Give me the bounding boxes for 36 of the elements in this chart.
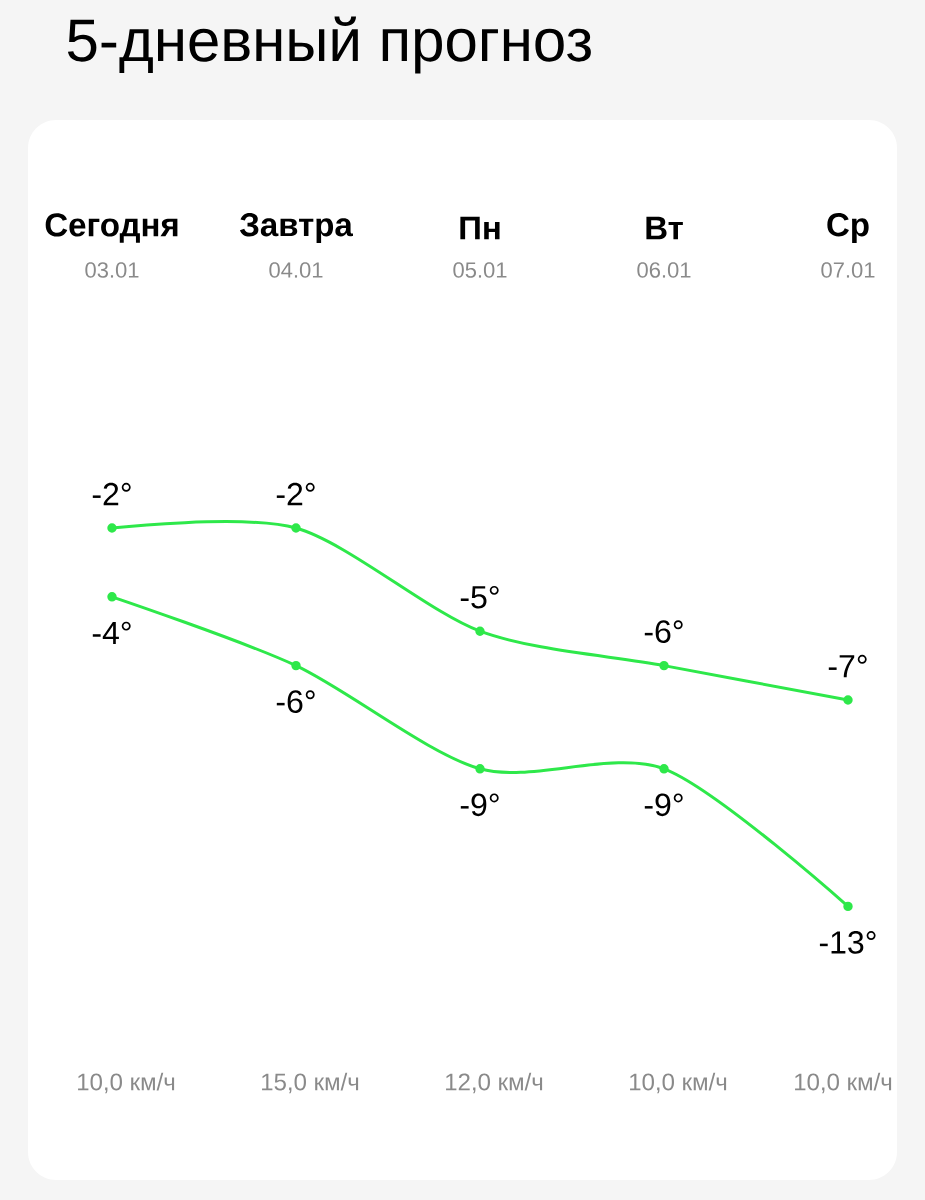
point bbox=[475, 764, 485, 774]
data-label: -9° bbox=[644, 793, 683, 817]
point bbox=[843, 695, 853, 705]
data-label: -2° bbox=[92, 482, 131, 506]
data-label: -7° bbox=[828, 654, 867, 678]
text: 07.01 bbox=[821, 262, 875, 278]
point bbox=[107, 592, 117, 602]
x-tick-label: Пн bbox=[460, 216, 500, 240]
x-tick-label: Ср bbox=[827, 213, 869, 243]
point bbox=[659, 764, 669, 774]
text: 05.01 bbox=[453, 262, 507, 278]
text: 06.01 bbox=[637, 262, 691, 278]
text: 10,0 км/ч bbox=[78, 1072, 175, 1094]
text: 04.01 bbox=[269, 262, 323, 278]
data-label: -2° bbox=[276, 482, 315, 506]
point bbox=[107, 523, 117, 533]
text: 12,0 км/ч bbox=[446, 1072, 543, 1094]
point bbox=[475, 626, 485, 636]
point bbox=[659, 660, 669, 671]
data-label: -9° bbox=[460, 793, 499, 817]
data-label: -6° bbox=[644, 620, 683, 643]
point bbox=[843, 901, 853, 912]
x-tick-label: Сегодня bbox=[45, 213, 178, 243]
x-tick-label: Завтра bbox=[239, 213, 353, 243]
x-tick-label: Вт bbox=[646, 216, 683, 240]
data-label: -13° bbox=[819, 931, 876, 954]
text: 10,0 км/ч bbox=[630, 1072, 727, 1094]
text: 10,0 км/ч bbox=[795, 1072, 892, 1094]
text: 03.01 bbox=[85, 262, 139, 278]
chart-title: 5-дневный прогноз bbox=[67, 16, 591, 74]
text: 15,0 км/ч bbox=[262, 1072, 359, 1094]
data-label: -5° bbox=[460, 585, 499, 609]
point bbox=[291, 660, 301, 671]
data-label: -6° bbox=[276, 690, 315, 713]
data-label: -4° bbox=[92, 621, 131, 644]
point bbox=[291, 523, 301, 533]
